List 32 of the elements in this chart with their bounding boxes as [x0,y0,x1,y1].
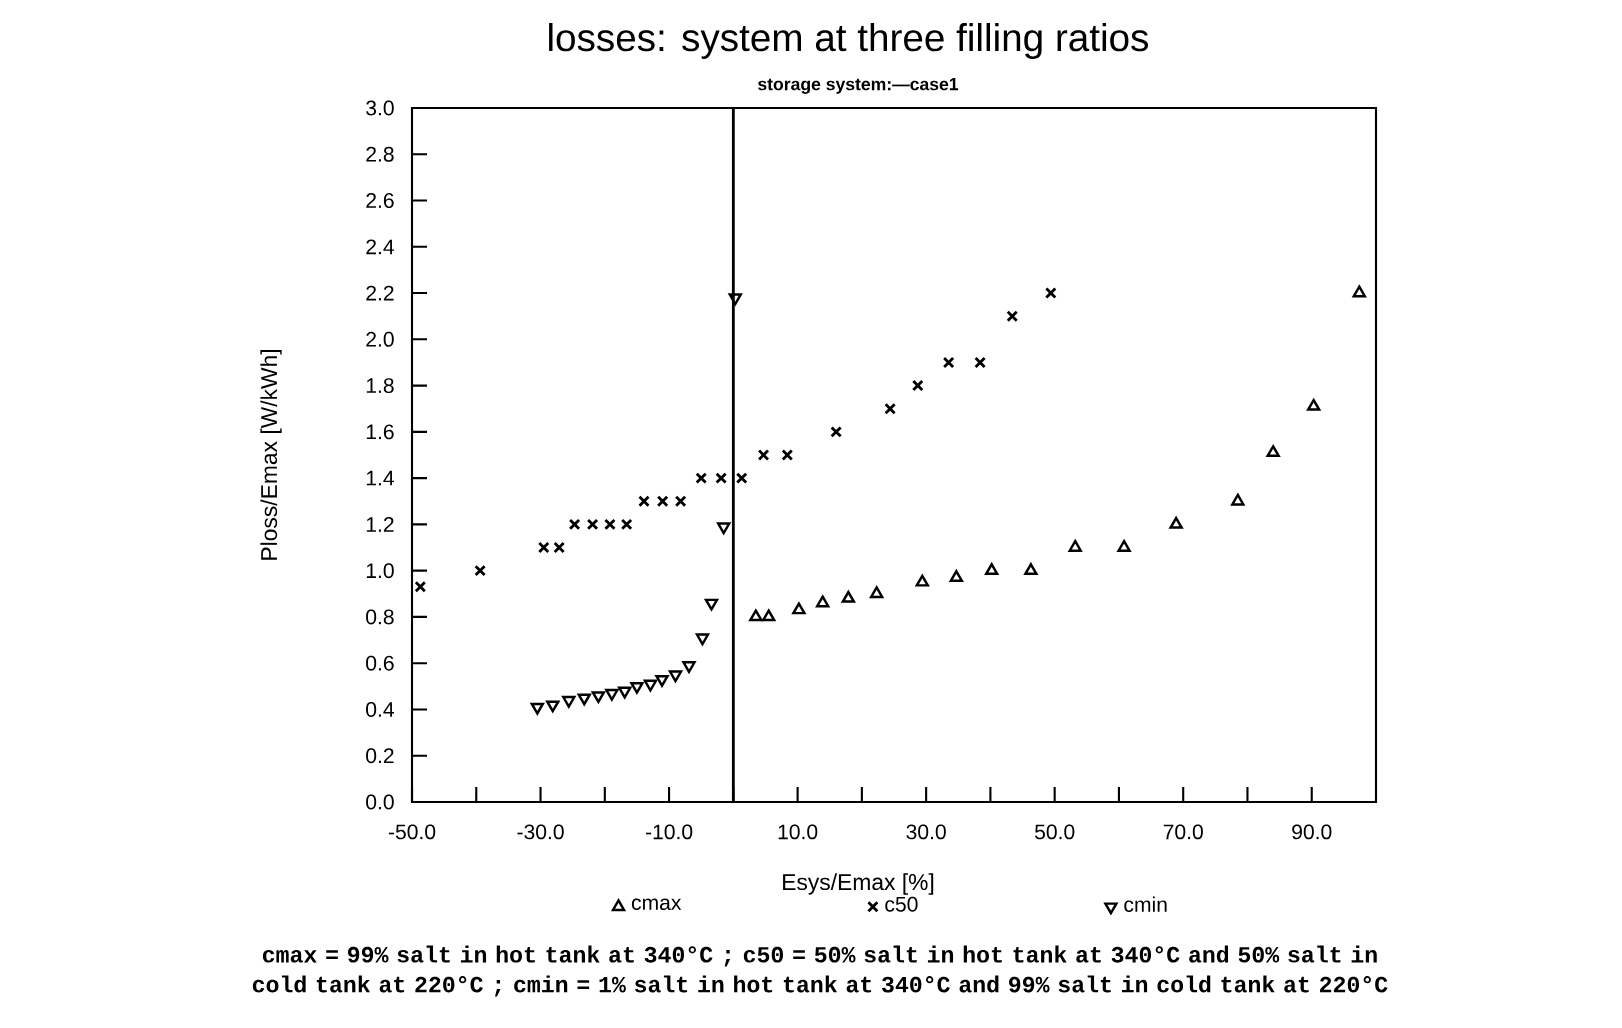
y-tick-label: 2.0 [366,331,394,347]
y-tick-label: 2.6 [366,193,394,208]
y-tick-label: 2.4 [366,239,394,255]
text: cmax = 99% salt in hot tank at 340°C ; c50 = 50% salt in hot tank at 340°C and 50% salt in cold tank at 220°C ; cmin = 1% salt in hot tank at 340°C and 99% salt in cold tank at 220°C [252,945,1388,997]
y-tick-label: 1.6 [366,424,394,440]
x-tick-label: 10.0 [778,824,818,840]
y-tick-label: 0.2 [366,748,394,764]
x-tick-label: -10.0 [645,824,693,840]
x-tick-label: 50.0 [1034,824,1075,840]
y-axis-title: Ploss/Emax [W/kWh] [260,349,282,560]
y-tick-label: 0.6 [366,655,394,671]
y-tick-label: 1.0 [366,563,394,579]
y-tick-label: 1.4 [366,470,394,486]
chart-title: losses: system at three filling ratios [549,22,1149,59]
y-tick-label: 0.8 [366,609,394,625]
x-tick-label: -50.0 [388,824,436,840]
x-tick-label: -30.0 [517,824,564,840]
legend-label: cmax [631,898,682,911]
y-tick-label: 3.0 [366,100,394,116]
y-tick-label: 0.0 [366,794,394,810]
legend-label: c50 [885,896,918,912]
y-tick-label: 0.4 [366,701,394,717]
y-tick-label: 1.8 [366,378,394,394]
x-axis-title: Esys/Emax [%] [783,873,934,895]
chart-subtitle: storage system:—case1 [758,78,959,94]
x-tick-label: 70.0 [1163,824,1203,840]
y-tick-label: 1.2 [366,517,394,532]
x-tick-label: 90.0 [1292,824,1332,840]
y-tick-label: 2.8 [366,146,394,162]
legend-label: cmin [1124,896,1167,912]
x-tick-label: 30.0 [906,824,946,840]
y-tick-label: 2.2 [366,285,394,301]
